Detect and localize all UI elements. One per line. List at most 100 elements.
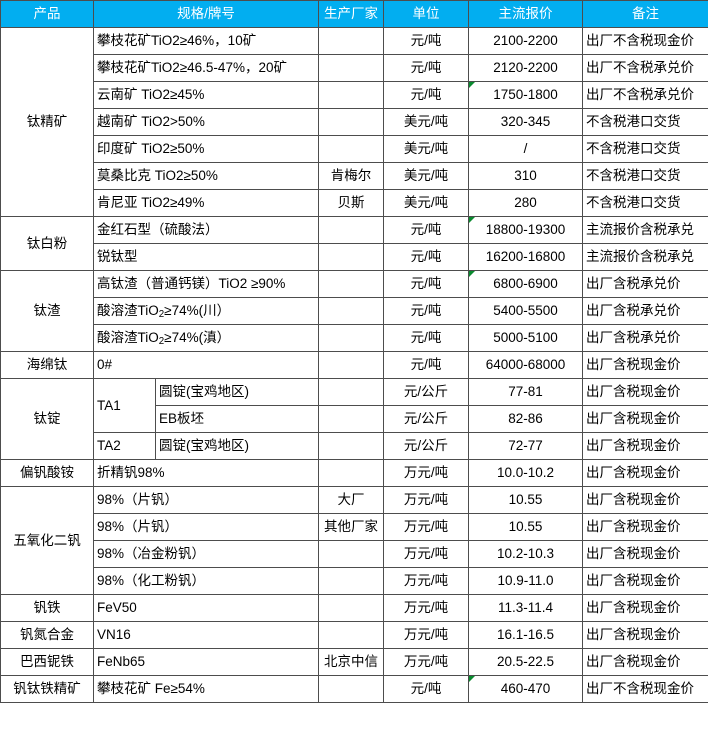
unit-cell: 元/吨 xyxy=(383,297,470,325)
product-category-cell: 钒氮合金 xyxy=(0,621,94,649)
product-category-cell: 五氧化二钒 xyxy=(0,486,94,595)
price-value: 6800-6900 xyxy=(493,276,558,292)
table-row: 98%（冶金粉钒） 万元/吨 10.2-10.3 出厂含税现金价 xyxy=(1,540,708,568)
product-category-cell: 钒铁 xyxy=(0,594,94,622)
unit-cell: 万元/吨 xyxy=(383,621,470,649)
spec-cell: 越南矿 TiO2>50% xyxy=(92,108,320,136)
unit-cell: 万元/吨 xyxy=(383,459,470,487)
note-cell: 主流报价含税承兑 xyxy=(582,243,708,271)
unit-cell: 元/公斤 xyxy=(383,432,470,460)
table-row: 偏钒酸铵 折精钒98% 万元/吨 10.0-10.2 出厂含税现金价 xyxy=(0,459,708,487)
note-cell: 出厂含税现金价 xyxy=(582,459,708,487)
unit-cell: 美元/吨 xyxy=(383,189,470,217)
manufacturer-cell: 其他厂家 xyxy=(318,513,385,541)
price-value: 16.1-16.5 xyxy=(496,627,555,643)
spec-cell: FeV50 xyxy=(92,594,320,622)
table-row: 莫桑比克 TiO2≥50% 肯梅尔 美元/吨 310 不含税港口交货 xyxy=(1,162,708,190)
spec-cell: 酸溶渣TiO2≥74%(川） xyxy=(92,297,320,325)
note-cell: 出厂含税承兑价 xyxy=(582,270,708,298)
price-cell: 2120-2200 xyxy=(468,54,584,82)
unit-cell: 万元/吨 xyxy=(383,486,470,514)
spec-cell: 98%（片钒） xyxy=(92,513,320,541)
note-cell: 不含税港口交货 xyxy=(582,189,708,217)
cell-warning-flag-icon xyxy=(469,217,476,223)
unit-cell: 美元/吨 xyxy=(383,108,470,136)
price-value: 2120-2200 xyxy=(493,60,558,76)
price-value: 18800-19300 xyxy=(485,222,566,238)
price-value: 1750-1800 xyxy=(493,87,558,103)
table-row: 钛渣 高钛渣（普通钙镁）TiO2 ≥90% 元/吨 6800-6900 出厂含税承兑价 xyxy=(0,270,708,352)
spec-cell: 云南矿 TiO2≥45% xyxy=(92,81,320,109)
unit-cell: 元/吨 xyxy=(383,243,470,271)
unit-cell: 元/吨 xyxy=(383,81,470,109)
spec-cell: EB板坯 xyxy=(154,405,320,433)
price-value: 82-86 xyxy=(508,411,543,427)
manufacturer-cell xyxy=(318,108,385,136)
table-row: 钒钛铁精矿 攀枝花矿 Fe≥54% 元/吨 460-470 出厂不含税现金价 xyxy=(0,675,708,703)
spec-cell: 莫桑比克 TiO2≥50% xyxy=(92,162,320,190)
price-value: 64000-68000 xyxy=(485,357,566,373)
note-cell: 出厂不含税现金价 xyxy=(582,675,708,703)
spec-cell: 98%（片钒） xyxy=(92,486,320,514)
manufacturer-cell xyxy=(318,594,385,622)
price-cell: 20.5-22.5 xyxy=(468,648,584,676)
price-cell: 82-86 xyxy=(468,405,584,433)
price-cell: 16200-16800 xyxy=(468,243,584,271)
table-row: 钛精矿 攀枝花矿TiO2≥46%，10矿 元/吨 2100-2200 出厂不含税现金价 xyxy=(0,27,708,217)
manufacturer-cell: 大厂 xyxy=(318,486,385,514)
manufacturer-cell xyxy=(318,675,385,703)
unit-cell: 美元/吨 xyxy=(383,135,470,163)
price-value: 10.0-10.2 xyxy=(496,465,555,481)
note-cell: 出厂含税现金价 xyxy=(582,351,708,379)
table-row: 钛白粉 金红石型（硫酸法） 元/吨 18800-19300 主流报价含税承兑 xyxy=(0,216,708,271)
price-value: 77-81 xyxy=(508,384,543,400)
product-category-cell: 巴西铌铁 xyxy=(0,648,94,676)
spec-cell: 金红石型（硫酸法） xyxy=(92,216,320,244)
grade-cell: TA1 xyxy=(93,378,156,433)
spec-cell: 圆锭(宝鸡地区) xyxy=(154,432,320,460)
table-row: 98%（片钒） 其他厂家 万元/吨 10.55 出厂含税现金价 xyxy=(1,513,708,541)
unit-cell: 万元/吨 xyxy=(383,648,470,676)
spec-cell: FeNb65 xyxy=(92,648,320,676)
price-cell: 10.2-10.3 xyxy=(468,540,584,568)
price-value: 2100-2200 xyxy=(493,33,558,49)
note-cell: 不含税港口交货 xyxy=(582,135,708,163)
price-cell: 10.9-11.0 xyxy=(468,567,584,595)
unit-cell: 元/吨 xyxy=(383,54,470,82)
product-category-cell: 钛渣 xyxy=(0,270,94,352)
unit-cell: 美元/吨 xyxy=(383,162,470,190)
price-value: 72-77 xyxy=(508,438,543,454)
note-cell: 出厂含税现金价 xyxy=(582,594,708,622)
table-row: 酸溶渣TiO2≥74%(滇） 元/吨 5000-5100 出厂含税承兑价 xyxy=(1,324,708,352)
note-cell: 出厂含税现金价 xyxy=(582,513,708,541)
table-row: 五氧化二钒 98%（片钒） 大厂 万元/吨 10.55 出厂含税现金价 xyxy=(0,486,708,595)
note-cell: 出厂不含税承兑价 xyxy=(582,54,708,82)
manufacturer-cell xyxy=(318,567,385,595)
unit-cell: 元/吨 xyxy=(383,324,470,352)
price-cell: 11.3-11.4 xyxy=(468,594,584,622)
table-row: 钒铁 FeV50 万元/吨 11.3-11.4 出厂含税现金价 xyxy=(0,594,708,622)
grade-cell: TA2 xyxy=(93,432,156,460)
table-row: 海绵钛 0# 元/吨 64000-68000 出厂含税现金价 xyxy=(0,351,708,379)
spec-cell: 肯尼亚 TiO2≥49% xyxy=(92,189,320,217)
price-cell: 10.55 xyxy=(468,486,584,514)
price-value: 320-345 xyxy=(500,114,551,130)
spec-cell: 酸溶渣TiO2≥74%(滇） xyxy=(92,324,320,352)
cell-warning-flag-icon xyxy=(469,271,476,277)
note-cell: 出厂含税现金价 xyxy=(582,378,708,406)
note-cell: 主流报价含税承兑 xyxy=(582,216,708,244)
price-value: 460-470 xyxy=(500,681,551,697)
unit-cell: 元/吨 xyxy=(383,27,470,55)
manufacturer-cell xyxy=(318,54,385,82)
table-body: 钛精矿 攀枝花矿TiO2≥46%，10矿 元/吨 2100-2200 出厂不含税现金价攀… xyxy=(0,27,708,703)
product-category-cell: 钒钛铁精矿 xyxy=(0,675,94,703)
note-cell: 不含税港口交货 xyxy=(582,162,708,190)
unit-cell: 元/吨 xyxy=(383,270,470,298)
unit-cell: 万元/吨 xyxy=(383,594,470,622)
unit-cell: 元/公斤 xyxy=(383,405,470,433)
product-category-cell: 钛锭 xyxy=(0,378,94,460)
price-value: 5000-5100 xyxy=(493,330,558,346)
table-row: 钒氮合金 VN16 万元/吨 16.1-16.5 出厂含税现金价 xyxy=(0,621,708,649)
unit-cell: 元/吨 xyxy=(383,675,470,703)
table-row: 印度矿 TiO2≥50% 美元/吨 / 不含税港口交货 xyxy=(1,135,708,163)
